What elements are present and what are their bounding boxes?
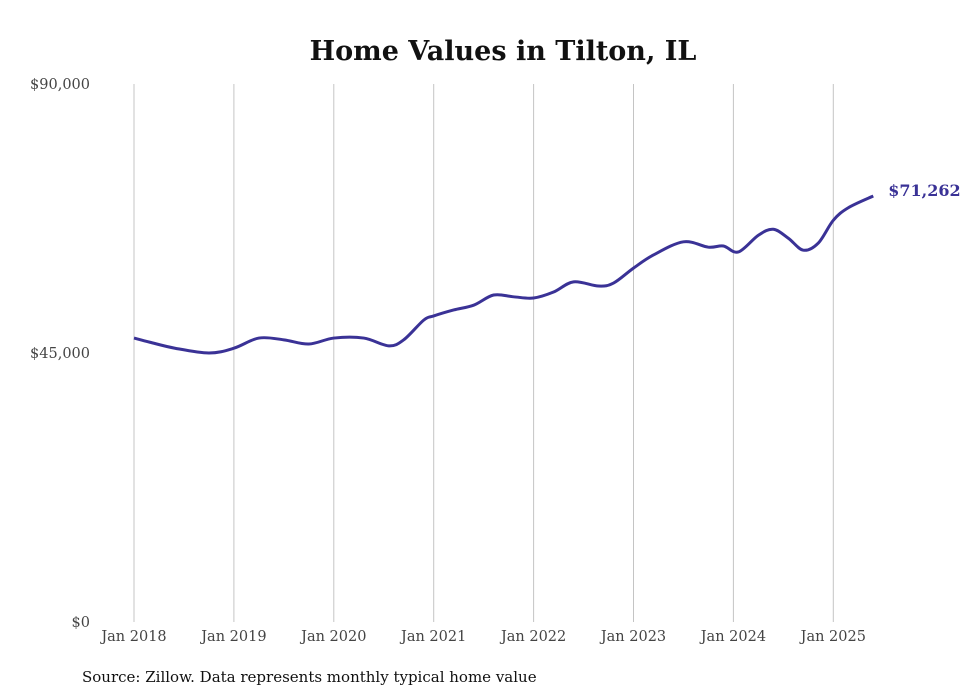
x-tick-label: Jan 2020 xyxy=(299,629,366,645)
x-tick-label: Jan 2021 xyxy=(399,629,466,645)
home-value-line xyxy=(133,194,874,355)
x-tick-label: Jan 2024 xyxy=(699,629,766,645)
chart-title: Home Values in Tilton, IL xyxy=(310,36,697,67)
x-tick-label: Jan 2022 xyxy=(499,629,566,645)
y-tick-label: $45,000 xyxy=(30,346,90,362)
x-tick-label: Jan 2023 xyxy=(599,629,666,645)
line-chart: Home Values in Tilton, IL $0 $45,000 $90,0… xyxy=(30,36,961,645)
x-tick-label: Jan 2025 xyxy=(799,629,866,645)
source-note: Source: Zillow. Data represents monthly … xyxy=(82,668,537,686)
x-tick-label: Jan 2018 xyxy=(99,629,166,645)
y-tick-label: $90,000 xyxy=(30,77,90,93)
x-tick-label: Jan 2019 xyxy=(199,629,266,645)
end-value-label: $71,262 xyxy=(888,181,960,200)
y-tick-label: $0 xyxy=(72,615,90,631)
